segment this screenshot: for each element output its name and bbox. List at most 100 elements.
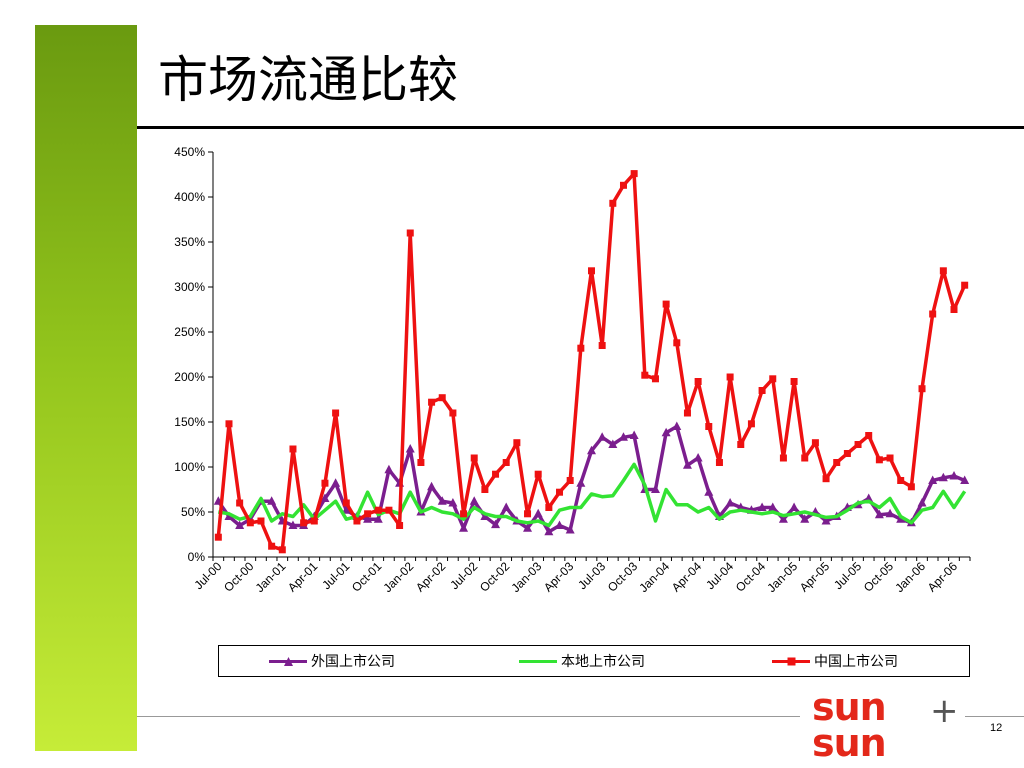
x-tick-label: Jan-05 bbox=[764, 559, 800, 595]
series-foreign-point bbox=[555, 520, 565, 529]
x-tick-label: Jan-06 bbox=[892, 559, 928, 595]
series-china-point bbox=[833, 459, 841, 466]
y-tick-label: 50% bbox=[181, 505, 205, 519]
series-china-point bbox=[651, 375, 659, 383]
series-china-point bbox=[715, 459, 723, 466]
series-foreign-point bbox=[320, 493, 330, 502]
series-china-point bbox=[737, 441, 745, 448]
footer-divider-left bbox=[137, 716, 800, 717]
series-china-point bbox=[779, 454, 787, 462]
series-foreign-point bbox=[267, 496, 277, 505]
series-china-point bbox=[619, 181, 627, 189]
y-tick-label: 400% bbox=[174, 190, 205, 204]
x-tick-label: Apr-02 bbox=[413, 559, 449, 595]
series-china-point bbox=[246, 519, 254, 527]
series-china-point bbox=[865, 432, 873, 439]
series-foreign-point bbox=[928, 475, 938, 484]
series-china-point bbox=[492, 470, 500, 478]
series-china-point bbox=[556, 488, 564, 496]
series-china-point bbox=[790, 378, 798, 385]
series-china-point bbox=[939, 267, 947, 275]
series-china-point bbox=[524, 510, 532, 518]
x-tick-label: Oct-05 bbox=[861, 559, 897, 595]
series-foreign-point bbox=[491, 519, 501, 529]
series-china-point bbox=[875, 456, 883, 464]
series-foreign-point bbox=[885, 508, 895, 518]
series-foreign-point bbox=[363, 514, 373, 523]
series-china-point bbox=[534, 470, 542, 478]
series-china-point bbox=[513, 439, 521, 447]
legend-label-local: 本地上市公司 bbox=[561, 654, 645, 670]
series-china-point bbox=[705, 423, 713, 430]
series-china-point bbox=[918, 385, 926, 393]
series-foreign-point bbox=[789, 502, 799, 511]
x-tick-label: Apr-01 bbox=[285, 559, 321, 595]
series-china-point bbox=[747, 420, 755, 428]
page-number: 12 bbox=[990, 722, 1003, 734]
series-china-point bbox=[225, 420, 233, 428]
series-foreign-point bbox=[544, 526, 554, 536]
series-foreign-point bbox=[427, 481, 437, 491]
x-tick-label: Jul-05 bbox=[831, 559, 864, 592]
footer-divider-right bbox=[965, 716, 1024, 717]
series-china-point bbox=[385, 506, 393, 514]
series-china-point bbox=[630, 170, 638, 178]
series-china-point bbox=[545, 504, 553, 511]
x-tick-label: Apr-04 bbox=[669, 559, 705, 595]
series-foreign-point bbox=[437, 496, 447, 505]
legend-label-foreign: 外国上市公司 bbox=[311, 654, 395, 670]
series-china-point bbox=[566, 477, 574, 484]
series-foreign-point bbox=[693, 453, 703, 462]
series-china-point bbox=[364, 510, 372, 518]
y-tick-label: 350% bbox=[174, 235, 205, 249]
series-china-point bbox=[428, 398, 436, 406]
series-foreign-point bbox=[757, 502, 767, 511]
series-china-point bbox=[769, 375, 777, 383]
series-foreign-point bbox=[597, 432, 607, 441]
series-china-point bbox=[673, 339, 681, 347]
series-china-point bbox=[598, 342, 606, 349]
series-foreign-point bbox=[405, 444, 415, 453]
legend-item-china: 中国上市公司 bbox=[772, 646, 898, 676]
series-foreign-point bbox=[821, 516, 831, 525]
series-foreign-point bbox=[725, 498, 735, 507]
series-foreign-point bbox=[469, 496, 479, 505]
series-china-point bbox=[811, 439, 819, 447]
series-local-line bbox=[218, 462, 967, 528]
series-foreign-point bbox=[672, 421, 682, 430]
x-tick-label: Jan-04 bbox=[636, 559, 672, 595]
series-china-point bbox=[481, 486, 489, 493]
series-china-point bbox=[502, 459, 510, 466]
series-china-point bbox=[801, 454, 809, 462]
y-tick-label: 150% bbox=[174, 415, 205, 429]
logo-plus: + bbox=[930, 691, 959, 731]
x-tick-label: Jul-01 bbox=[319, 559, 352, 592]
logo-text-bottom: sun bbox=[812, 721, 886, 760]
series-foreign-point bbox=[331, 478, 341, 487]
y-tick-label: 200% bbox=[174, 370, 205, 384]
x-tick-label: Apr-06 bbox=[925, 559, 961, 595]
series-china-point bbox=[726, 373, 734, 381]
series-china-point bbox=[662, 300, 670, 308]
series-china-point bbox=[300, 519, 308, 527]
legend-swatch-foreign bbox=[269, 654, 307, 668]
series-foreign-point bbox=[533, 508, 543, 518]
x-tick-label: Oct-02 bbox=[477, 559, 513, 595]
series-foreign-point bbox=[608, 439, 618, 448]
series-foreign-point bbox=[629, 430, 639, 439]
y-tick-label: 450% bbox=[174, 145, 205, 159]
series-china-point bbox=[641, 371, 649, 379]
series-foreign-point bbox=[682, 460, 692, 469]
legend-swatch-local bbox=[519, 654, 557, 668]
series-foreign-point bbox=[480, 511, 490, 520]
series-china-point bbox=[289, 445, 297, 453]
sunsun-logo: sun sun + bbox=[812, 690, 959, 760]
series-china-point bbox=[438, 394, 446, 402]
x-tick-label: Apr-03 bbox=[541, 559, 577, 595]
series-china-point bbox=[758, 387, 766, 394]
series-china-point bbox=[332, 409, 340, 417]
series-china-point bbox=[268, 542, 276, 550]
series-foreign-point bbox=[373, 514, 383, 523]
title-divider bbox=[137, 126, 1024, 129]
series-china-point bbox=[374, 506, 382, 514]
